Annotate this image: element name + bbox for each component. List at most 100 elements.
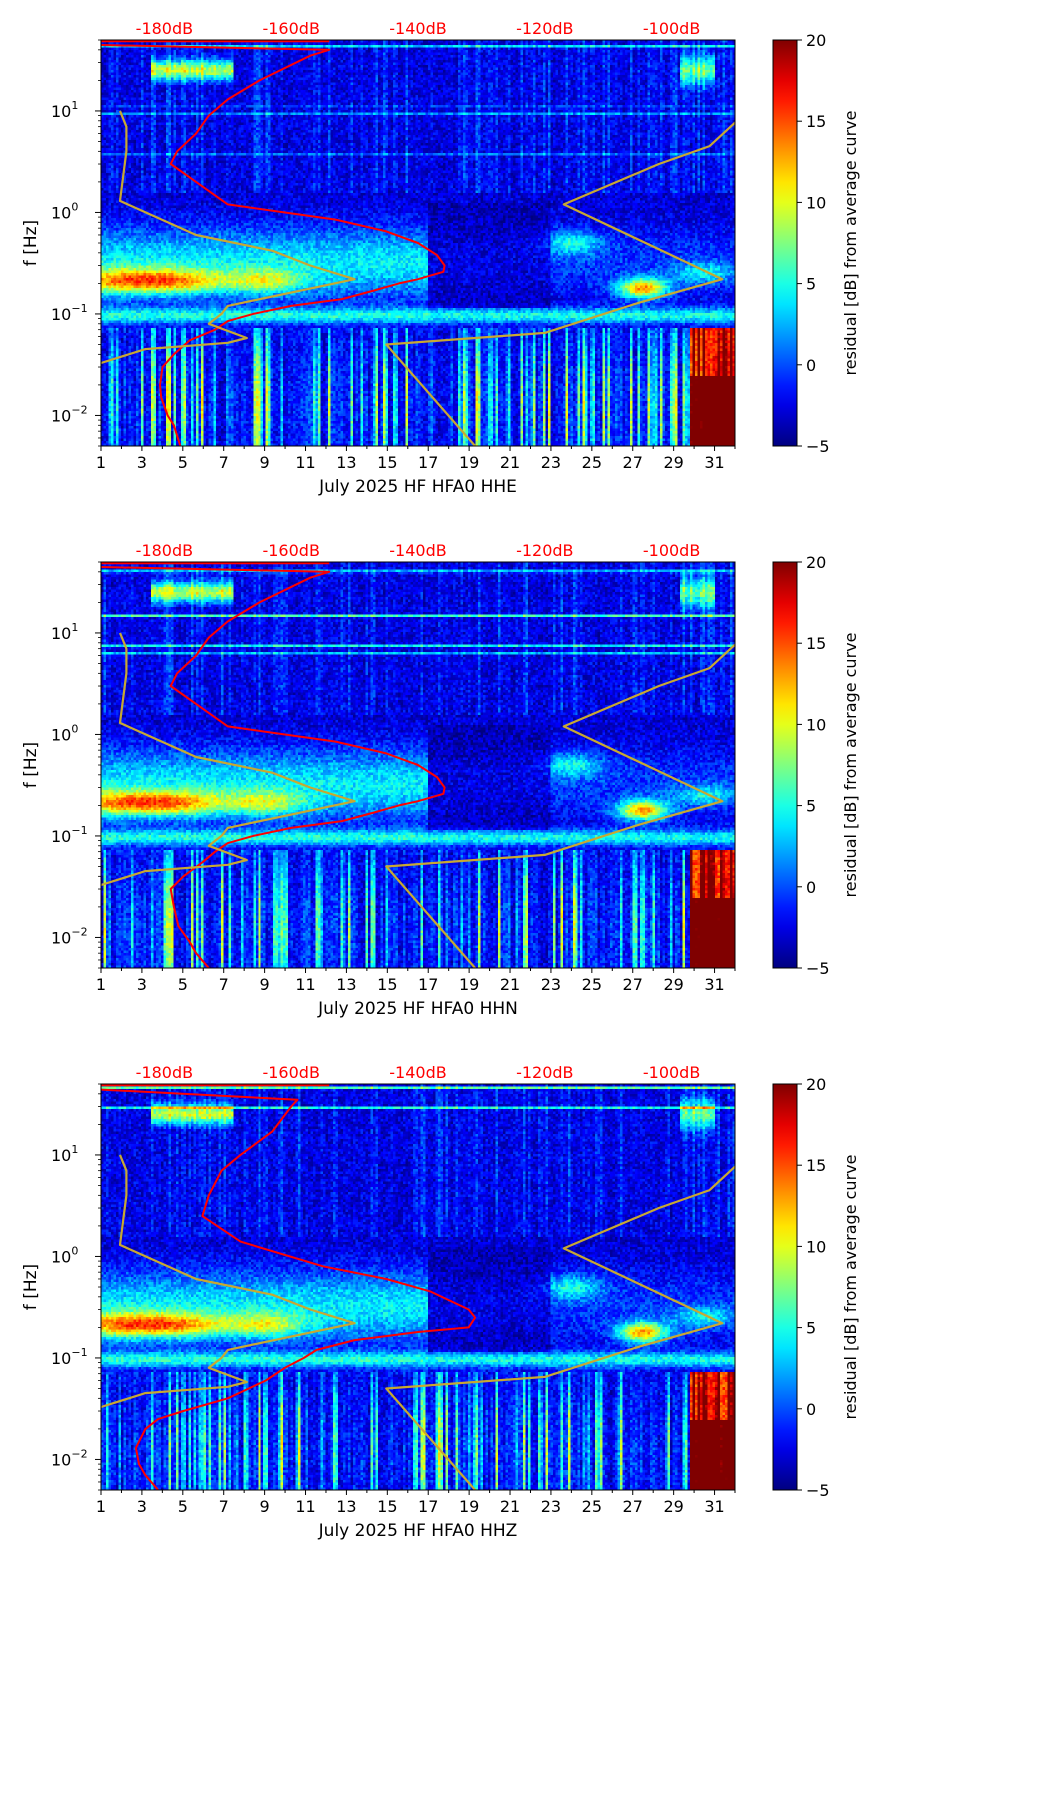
y-axis-label: f [Hz] <box>21 742 41 788</box>
x-tick-label: 13 <box>336 453 356 472</box>
x-tick-label: 29 <box>663 1497 683 1516</box>
db-axis-label: -140dB <box>389 19 446 38</box>
x-tick-label: 3 <box>137 975 147 994</box>
colorbar-tick-label: 15 <box>806 1156 826 1175</box>
db-axis-label: -100dB <box>643 541 700 560</box>
db-axis-label: -160dB <box>262 1063 319 1082</box>
colorbar-label: residual [dB] from average curve <box>841 111 860 376</box>
y-tick-label: 10−1 <box>51 824 88 846</box>
db-axis-label: -180dB <box>136 541 193 560</box>
x-tick-label: 29 <box>663 453 683 472</box>
x-tick-label: 19 <box>459 1497 479 1516</box>
colorbar-tick-label: 5 <box>806 1319 816 1338</box>
db-axis-label: -140dB <box>389 1063 446 1082</box>
colorbar-hhn: 20 15 10 5 0 −5 residual [dB] from average cur… <box>772 553 860 978</box>
x-tick-label: 1 <box>96 975 106 994</box>
x-tick-label: 19 <box>459 975 479 994</box>
noise-model-low-curve <box>101 1154 356 1409</box>
colorbar-tick-label: −5 <box>806 959 830 978</box>
db-axis-label: -120dB <box>516 1063 573 1082</box>
x-tick-label: 1 <box>96 453 106 472</box>
x-axis-label: July 2025 HF HFA0 HHZ <box>318 1521 518 1541</box>
x-axis-label: July 2025 HF HFA0 HHE <box>318 477 517 497</box>
colorbar-tick-label: 5 <box>806 797 816 816</box>
x-tick-label: 5 <box>178 453 188 472</box>
colorbar-tick-label: 10 <box>806 1237 826 1256</box>
colorbar-tick-label: 20 <box>806 1075 826 1094</box>
x-tick-label: 7 <box>219 1497 229 1516</box>
x-tick-label: 31 <box>704 453 724 472</box>
x-tick-label: 19 <box>459 453 479 472</box>
x-tick-label: 23 <box>541 453 561 472</box>
noise-model-high-curve <box>385 121 735 446</box>
colorbar-tick-label: 15 <box>806 634 826 653</box>
colorbar-gradient <box>772 39 798 447</box>
x-tick-label: 27 <box>623 1497 643 1516</box>
noise-model-low-curve <box>101 632 356 887</box>
db-axis-label: -160dB <box>262 541 319 560</box>
y-tick-label: 101 <box>51 1143 78 1165</box>
x-tick-label: 21 <box>500 975 520 994</box>
x-tick-label: 25 <box>582 1497 602 1516</box>
colorbar-tick-label: 10 <box>806 193 826 212</box>
psd-red-curve <box>101 565 446 968</box>
x-tick-label: 13 <box>336 1497 356 1516</box>
y-tick-label: 100 <box>51 722 78 744</box>
x-tick-label: 3 <box>137 453 147 472</box>
x-tick-label: 27 <box>623 453 643 472</box>
y-tick-label: 10−2 <box>51 403 88 425</box>
db-axis-label: -100dB <box>643 19 700 38</box>
db-axis-label: -120dB <box>516 19 573 38</box>
colorbar-tick-label: 0 <box>806 1400 816 1419</box>
x-tick-label: 17 <box>418 1497 438 1516</box>
y-axis-label: f [Hz] <box>21 220 41 266</box>
noise-model-high-curve <box>385 643 735 968</box>
noise-model-low-curve <box>101 110 356 365</box>
x-tick-label: 7 <box>219 453 229 472</box>
colorbar-tick-label: 0 <box>806 356 816 375</box>
y-tick-label: 10−1 <box>51 1346 88 1368</box>
colorbar-tick-label: 0 <box>806 878 816 897</box>
colorbar-tick-label: 20 <box>806 553 826 572</box>
x-tick-label: 1 <box>96 1497 106 1516</box>
x-tick-label: 17 <box>418 975 438 994</box>
y-axis-label: f [Hz] <box>21 1264 41 1310</box>
colorbar-gradient <box>772 561 798 969</box>
x-tick-label: 23 <box>541 975 561 994</box>
x-tick-label: 15 <box>377 453 397 472</box>
colorbar-tick-label: −5 <box>806 1481 830 1500</box>
y-tick-label: 10−1 <box>51 302 88 324</box>
x-tick-label: 7 <box>219 975 229 994</box>
x-tick-label: 13 <box>336 975 356 994</box>
x-tick-label: 9 <box>260 975 270 994</box>
psd-red-curve <box>101 43 446 446</box>
x-tick-label: 31 <box>704 975 724 994</box>
y-tick-label: 10−2 <box>51 1447 88 1469</box>
x-tick-label: 23 <box>541 1497 561 1516</box>
x-tick-label: 11 <box>295 453 315 472</box>
db-axis-label: -100dB <box>643 1063 700 1082</box>
x-tick-label: 25 <box>582 975 602 994</box>
x-tick-label: 3 <box>137 1497 147 1516</box>
noise-model-high-curve <box>385 1165 735 1490</box>
x-tick-label: 31 <box>704 1497 724 1516</box>
y-tick-label: 10−2 <box>51 925 88 947</box>
colorbar-gradient <box>772 1083 798 1491</box>
colorbar-hhz: 20 15 10 5 0 −5 residual [dB] from average cur… <box>772 1075 860 1500</box>
x-tick-label: 11 <box>295 1497 315 1516</box>
db-axis-label: -120dB <box>516 541 573 560</box>
colorbar-hhe: 20 15 10 5 0 −5 residual [dB] from average cur… <box>772 31 860 456</box>
x-tick-label: 9 <box>260 453 270 472</box>
x-tick-label: 21 <box>500 453 520 472</box>
colorbar-label: residual [dB] from average curve <box>841 633 860 898</box>
colorbar-tick-label: 10 <box>806 715 826 734</box>
x-tick-label: 29 <box>663 975 683 994</box>
x-tick-label: 5 <box>178 975 188 994</box>
x-tick-label: 15 <box>377 975 397 994</box>
psd-red-curve <box>101 1088 477 1490</box>
x-tick-label: 17 <box>418 453 438 472</box>
db-axis-label: -180dB <box>136 19 193 38</box>
